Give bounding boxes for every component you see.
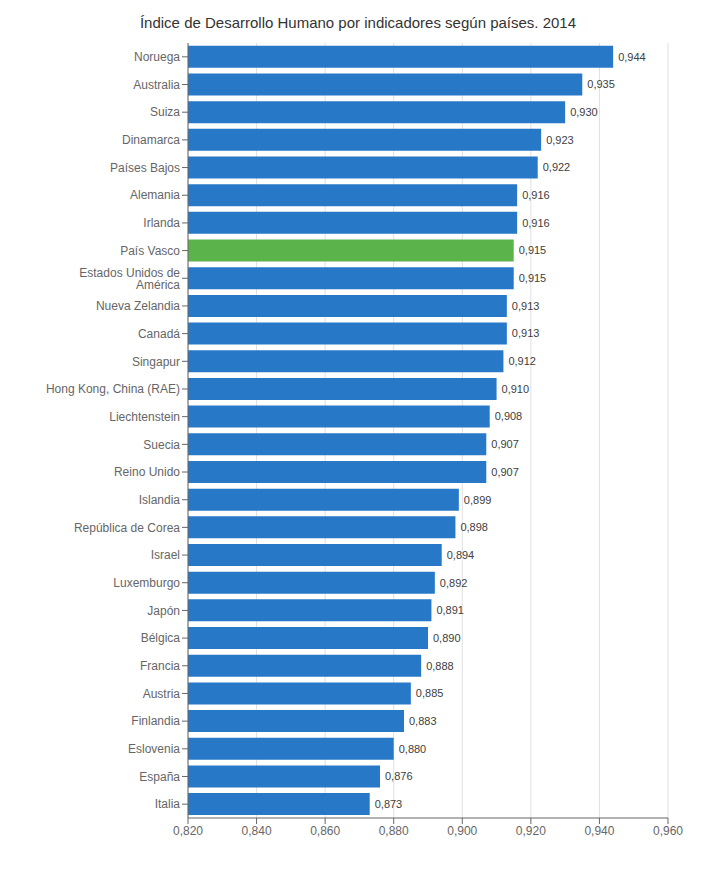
svg-text:0,894: 0,894 bbox=[447, 549, 475, 561]
svg-text:0,820: 0,820 bbox=[173, 824, 203, 838]
svg-text:Austria: Austria bbox=[143, 687, 181, 701]
svg-text:Italia: Italia bbox=[155, 797, 181, 811]
svg-text:0,885: 0,885 bbox=[416, 687, 444, 699]
svg-text:Israel: Israel bbox=[151, 548, 180, 562]
svg-text:Singapur: Singapur bbox=[132, 355, 180, 369]
svg-text:0,916: 0,916 bbox=[522, 189, 550, 201]
svg-text:Hong Kong, China (RAE): Hong Kong, China (RAE) bbox=[46, 382, 180, 396]
svg-text:0,899: 0,899 bbox=[464, 494, 492, 506]
svg-text:0,907: 0,907 bbox=[491, 466, 519, 478]
svg-text:0,840: 0,840 bbox=[242, 824, 272, 838]
svg-text:0,910: 0,910 bbox=[502, 383, 530, 395]
svg-text:0,873: 0,873 bbox=[375, 798, 403, 810]
svg-text:0,923: 0,923 bbox=[546, 134, 574, 146]
svg-text:República de Corea: República de Corea bbox=[74, 521, 180, 535]
svg-text:0,860: 0,860 bbox=[310, 824, 340, 838]
svg-text:0,880: 0,880 bbox=[379, 824, 409, 838]
svg-text:Islandia: Islandia bbox=[139, 493, 181, 507]
svg-text:País Vasco: País Vasco bbox=[120, 244, 180, 258]
svg-text:0,900: 0,900 bbox=[447, 824, 477, 838]
svg-text:0,907: 0,907 bbox=[491, 438, 519, 450]
svg-text:Alemania: Alemania bbox=[130, 188, 180, 202]
svg-text:Finlandia: Finlandia bbox=[131, 714, 180, 728]
svg-text:Eslovenia: Eslovenia bbox=[128, 742, 180, 756]
svg-text:0,915: 0,915 bbox=[519, 244, 547, 256]
svg-text:Liechtenstein: Liechtenstein bbox=[109, 410, 180, 424]
svg-text:0,930: 0,930 bbox=[570, 106, 598, 118]
svg-text:0,944: 0,944 bbox=[618, 51, 646, 63]
svg-text:Irlanda: Irlanda bbox=[143, 216, 180, 230]
svg-text:0,883: 0,883 bbox=[409, 715, 437, 727]
svg-text:Estados Unidos deAmérica: Estados Unidos deAmérica bbox=[79, 266, 180, 292]
html-text:Índice de Desarrollo Humano po: Índice de Desarrollo Humano por indicado… bbox=[139, 14, 576, 31]
svg-text:Dinamarca: Dinamarca bbox=[122, 133, 180, 147]
svg-text:Reino Unido: Reino Unido bbox=[114, 465, 180, 479]
svg-text:0,913: 0,913 bbox=[512, 300, 540, 312]
svg-text:0,960: 0,960 bbox=[653, 824, 683, 838]
svg-text:Japón: Japón bbox=[147, 604, 180, 618]
svg-text:0,880: 0,880 bbox=[399, 743, 427, 755]
svg-text:0,915: 0,915 bbox=[519, 272, 547, 284]
svg-text:0,890: 0,890 bbox=[433, 632, 461, 644]
svg-text:0,940: 0,940 bbox=[584, 824, 614, 838]
svg-text:Canadá: Canadá bbox=[138, 327, 180, 341]
svg-text:0,920: 0,920 bbox=[516, 824, 546, 838]
svg-text:0,912: 0,912 bbox=[508, 355, 536, 367]
svg-text:Noruega: Noruega bbox=[134, 50, 180, 64]
svg-text:Bélgica: Bélgica bbox=[141, 631, 181, 645]
svg-text:Australia: Australia bbox=[133, 78, 180, 92]
svg-text:Suiza: Suiza bbox=[150, 105, 180, 119]
svg-text:Suecia: Suecia bbox=[143, 438, 180, 452]
svg-text:0,908: 0,908 bbox=[495, 410, 523, 422]
svg-text:España: España bbox=[139, 770, 180, 784]
svg-text:0,922: 0,922 bbox=[543, 161, 571, 173]
svg-text:0,876: 0,876 bbox=[385, 770, 413, 782]
svg-text:Nueva Zelandia: Nueva Zelandia bbox=[96, 299, 180, 313]
svg-text:0,891: 0,891 bbox=[436, 604, 464, 616]
svg-text:0,888: 0,888 bbox=[426, 660, 454, 672]
svg-text:0,898: 0,898 bbox=[460, 521, 488, 533]
svg-text:0,916: 0,916 bbox=[522, 217, 550, 229]
svg-text:Países Bajos: Países Bajos bbox=[110, 161, 180, 175]
svg-text:Luxemburgo: Luxemburgo bbox=[113, 576, 180, 590]
svg-text:Francia: Francia bbox=[140, 659, 180, 673]
svg-text:0,913: 0,913 bbox=[512, 327, 540, 339]
svg-text:0,935: 0,935 bbox=[587, 78, 615, 90]
svg-text:0,892: 0,892 bbox=[440, 577, 468, 589]
